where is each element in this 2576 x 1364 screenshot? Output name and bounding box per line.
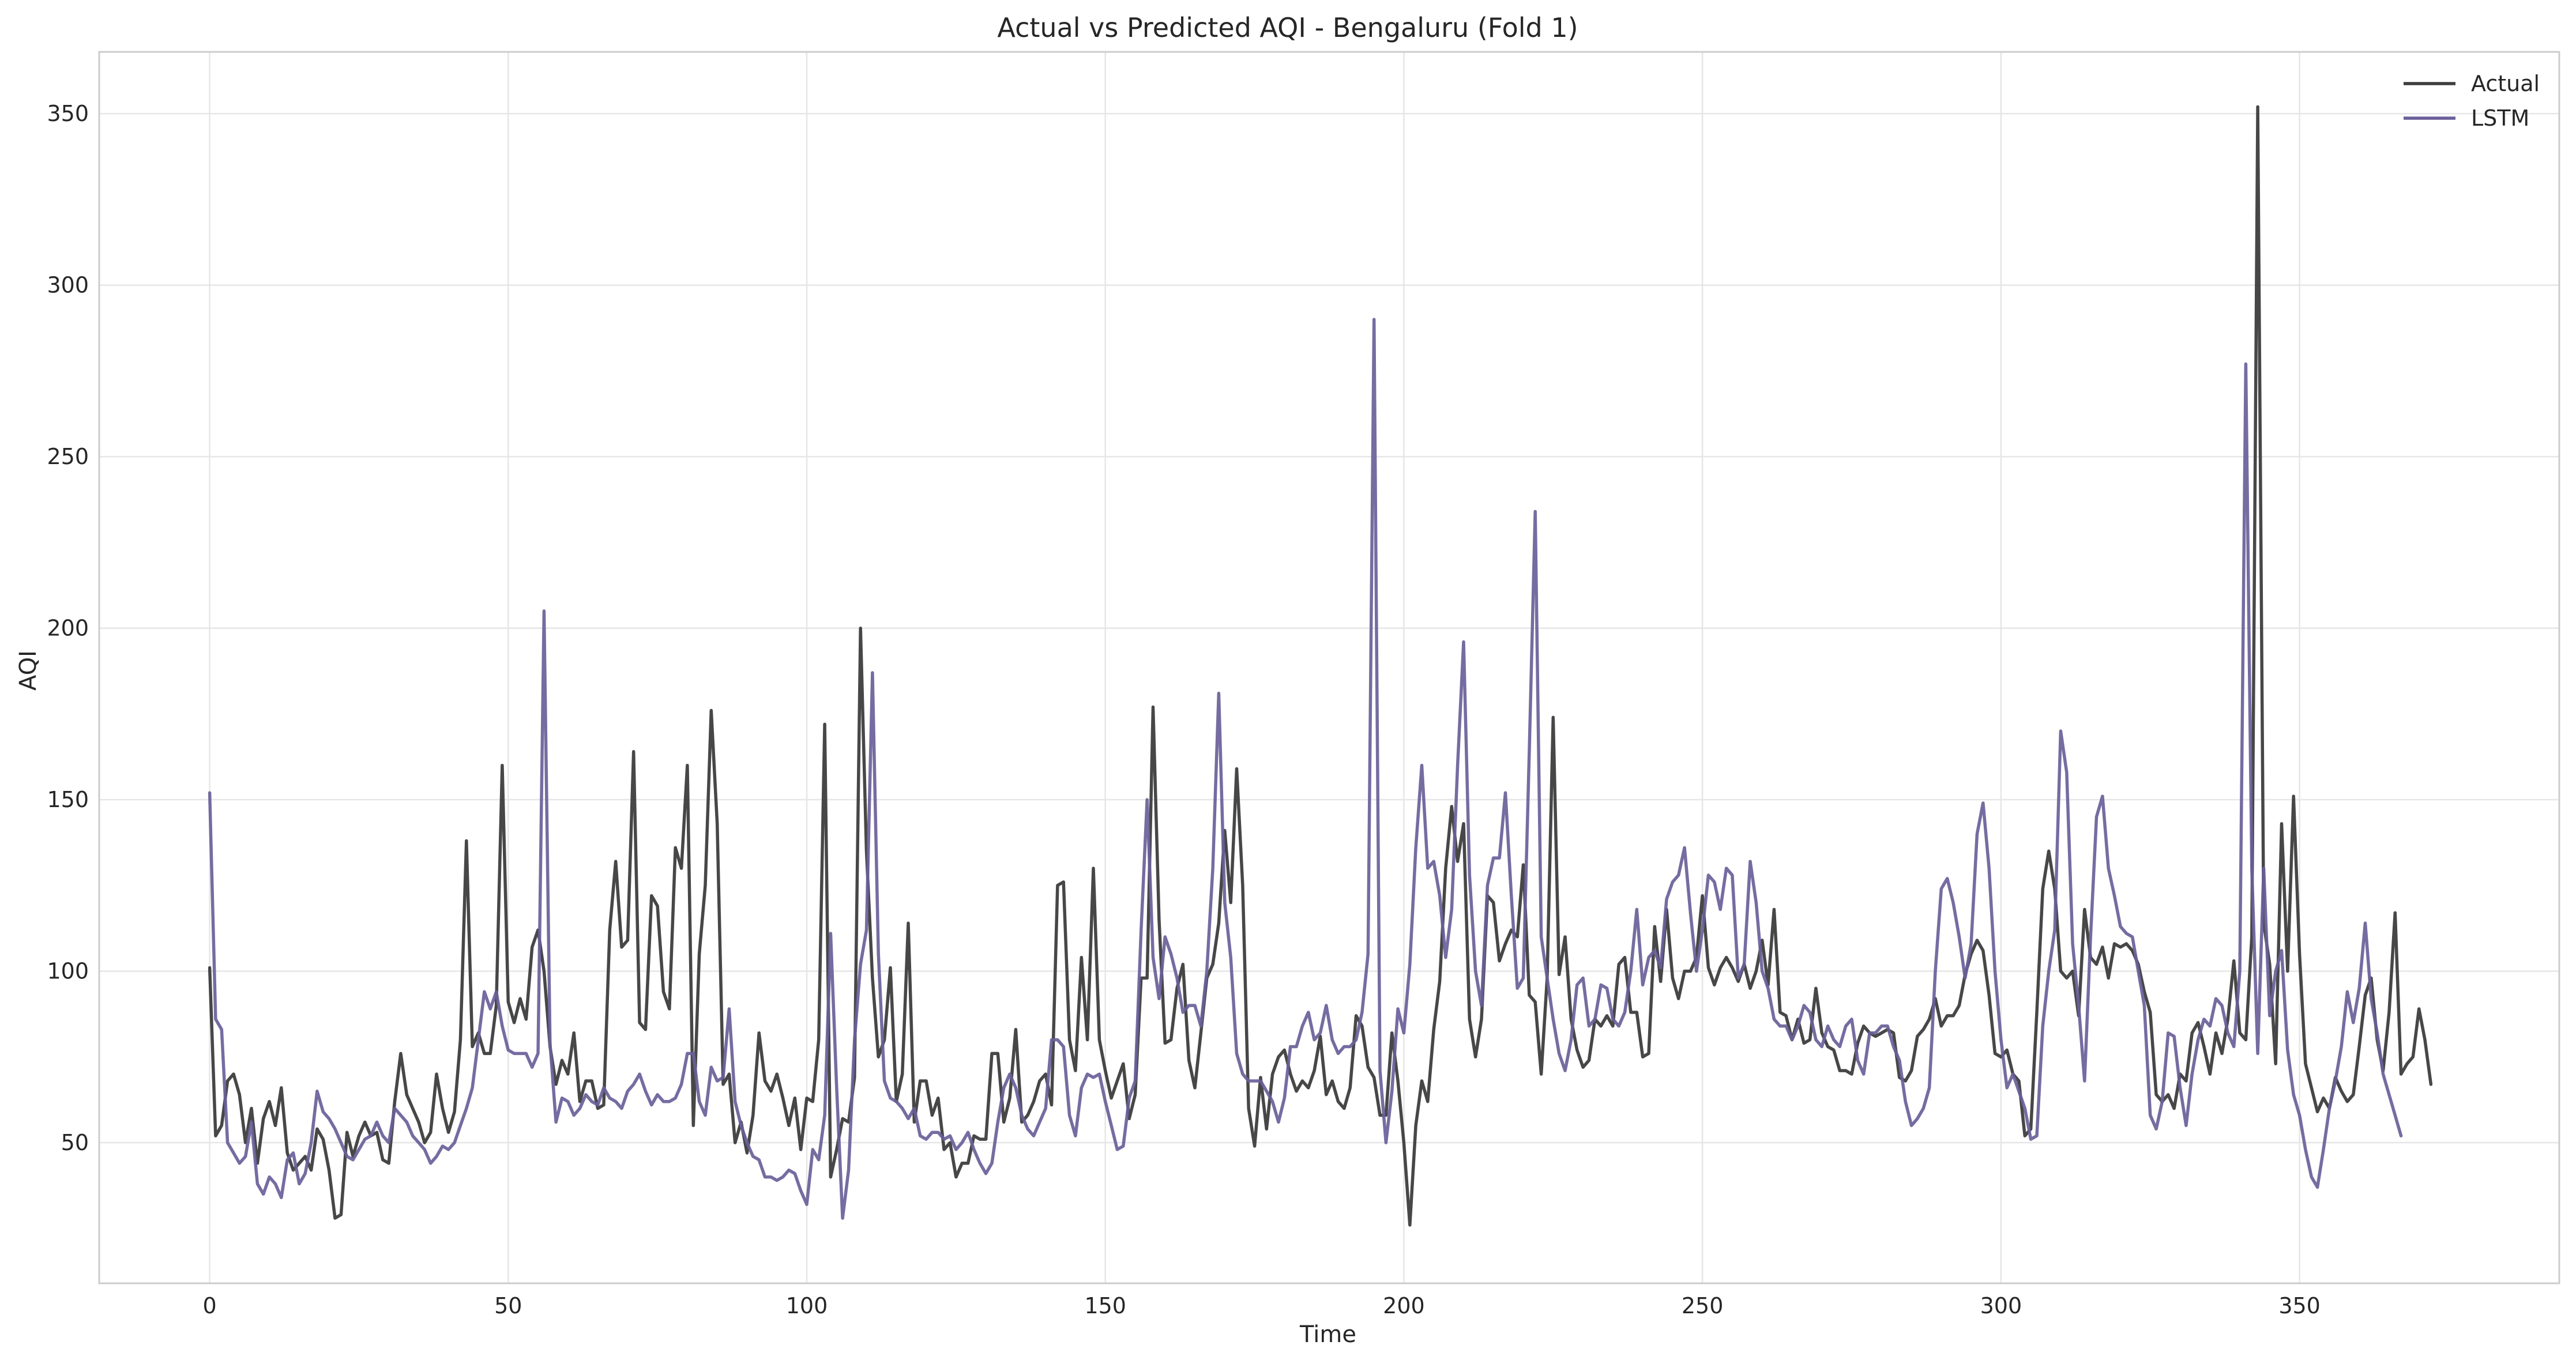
y-tick-label: 150 [47, 787, 89, 812]
legend: Actual LSTM [2404, 71, 2540, 131]
series-line-actual [208, 105, 2433, 1227]
y-tick-label: 200 [47, 616, 89, 641]
x-axis-ticks: 0 50 100 150 200 250 300 350 [202, 1293, 2320, 1318]
y-axis-ticks: 50 100 150 200 250 300 350 [47, 101, 89, 1155]
x-tick-label: 150 [1084, 1293, 1126, 1318]
plot-area [98, 51, 2560, 1284]
y-tick-label: 250 [47, 444, 89, 469]
plot-frame [98, 51, 2560, 1284]
legend-label-lstm: LSTM [2471, 105, 2529, 131]
series-line-lstm [208, 318, 2403, 1220]
x-tick-label: 0 [202, 1293, 216, 1318]
y-tick-label: 350 [47, 101, 89, 126]
legend-label-actual: Actual [2471, 71, 2540, 96]
x-tick-label: 100 [786, 1293, 828, 1318]
y-tick-label: 100 [47, 959, 89, 984]
x-tick-label: 200 [1383, 1293, 1425, 1318]
y-tick-label: 50 [61, 1130, 89, 1155]
x-tick-label: 50 [494, 1293, 522, 1318]
x-axis-label: Time [1299, 1321, 1356, 1348]
y-tick-label: 300 [47, 273, 89, 298]
x-tick-label: 300 [1980, 1293, 2022, 1318]
grid-lines [99, 52, 2559, 1283]
chart-title: Actual vs Predicted AQI - Bengaluru (Fol… [997, 12, 1578, 43]
x-tick-label: 350 [2278, 1293, 2321, 1318]
y-axis-label: AQI [15, 650, 42, 691]
series-layer [208, 105, 2433, 1227]
x-tick-label: 250 [1682, 1293, 1724, 1318]
